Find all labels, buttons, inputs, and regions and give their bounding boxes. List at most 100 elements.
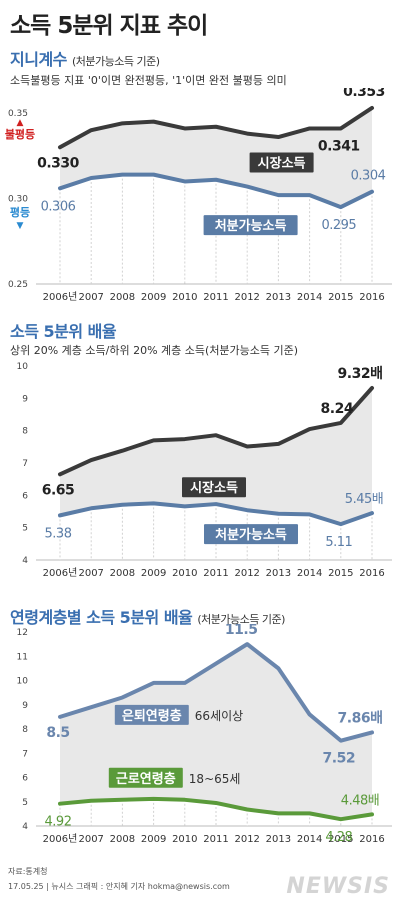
legend-note: 18~65세: [189, 772, 241, 786]
y-tick-label: 6: [22, 774, 28, 784]
y-tick-label: 0.25: [8, 280, 28, 290]
legend-label: 처분가능소득: [215, 218, 287, 234]
series-1-point: [121, 174, 123, 176]
y-tick-label: 4: [22, 556, 28, 566]
x-tick-label: 2016: [359, 834, 384, 845]
series-0-point: [246, 133, 248, 135]
data-label: 7.86배: [338, 710, 383, 726]
data-label: 5.45배: [345, 492, 383, 507]
series-1-point: [59, 803, 61, 805]
data-label: 9.32배: [338, 366, 383, 382]
x-tick-label: 2007: [78, 292, 103, 303]
series-0-point: [184, 127, 186, 129]
series-0-point: [184, 682, 186, 684]
series-1-point: [246, 509, 248, 511]
series-0-point: [371, 107, 373, 109]
x-tick-label: 2011: [203, 834, 228, 845]
x-tick-label: 2007: [78, 834, 103, 845]
x-tick-label: 2008: [110, 292, 135, 303]
y-tick-label: 9: [22, 701, 28, 711]
high-arrow-icon: ▲: [17, 118, 24, 128]
series-1-point: [215, 179, 217, 181]
data-label: 4.28: [325, 830, 352, 845]
low-label: 평등: [10, 205, 30, 219]
series-0-point: [340, 740, 342, 742]
series-1-point: [59, 514, 61, 516]
x-tick-label: 2006년: [43, 833, 78, 845]
ratio-section-title: 소득 5분위 배율: [10, 318, 117, 342]
series-0-point: [309, 713, 311, 715]
y-tick-label: 8: [22, 427, 28, 437]
x-tick-label: 2010: [172, 568, 197, 579]
x-tick-label: 2013: [266, 834, 291, 845]
series-0-point: [153, 439, 155, 441]
data-label: 0.295: [321, 218, 356, 233]
series-1-point: [153, 174, 155, 176]
series-0-point: [121, 696, 123, 698]
data-label: 8.24: [321, 401, 354, 417]
series-1-point: [277, 812, 279, 814]
y-tick-label: 0.35: [8, 109, 28, 119]
series-0-point: [277, 136, 279, 138]
series-0-point: [90, 706, 92, 708]
x-tick-label: 2016: [359, 292, 384, 303]
series-1-point: [90, 800, 92, 802]
data-label: 4.48배: [341, 793, 379, 808]
data-label: 0.306: [41, 199, 76, 214]
x-tick-label: 2006년: [43, 291, 78, 303]
data-label: 0.330: [37, 155, 80, 171]
series-1-point: [277, 513, 279, 515]
series-1-point: [90, 507, 92, 509]
newsis-logo: NEWSIS: [286, 874, 390, 899]
age-chart: 12 11 10 9 8 7 6 5 4 2006년 2007 2008 2009 2010 2011 201…: [17, 624, 392, 845]
series-gap-fill: [60, 644, 372, 820]
series-0-point: [246, 643, 248, 645]
data-label: 8.5: [46, 725, 69, 741]
series-1-point: [340, 206, 342, 208]
ratio-title: 소득 5분위 배율: [10, 322, 117, 341]
y-tick-label: 10: [17, 362, 29, 372]
series-1-point: [246, 809, 248, 811]
series-1-point: [121, 799, 123, 801]
gini-title-note: (처분가능소득 기준): [71, 55, 160, 68]
series-1-point: [277, 194, 279, 196]
series-0-point: [277, 443, 279, 445]
series-1-point: [153, 798, 155, 800]
page-title: 소득 5분위 지표 추이: [10, 13, 208, 39]
series-1-point: [371, 191, 373, 193]
y-tick-label: 5: [22, 524, 28, 534]
series-gap-fill: [60, 387, 372, 525]
x-tick-label: 2008: [110, 834, 135, 845]
low-arrow-icon: ▼: [17, 221, 24, 231]
series-0-point: [215, 663, 217, 665]
y-tick-label: 5: [22, 798, 28, 808]
series-0-point: [59, 716, 61, 718]
y-tick-label: 7: [22, 749, 28, 759]
x-tick-label: 2009: [141, 834, 166, 845]
x-tick-label: 2014: [297, 568, 322, 579]
gini-section-title: 지니계수 (처분가능소득 기준): [10, 46, 160, 70]
credit-note: 17.05.25 | 뉴시스 그래픽 : 안지혜 기자 hokma@newsis…: [8, 882, 230, 891]
series-0-point: [309, 428, 311, 430]
series-1-point: [215, 503, 217, 505]
series-0-point: [90, 129, 92, 131]
series-0-point: [246, 446, 248, 448]
series-1-point: [309, 194, 311, 196]
x-tick-label: 2013: [266, 292, 291, 303]
x-tick-label: 2008: [110, 568, 135, 579]
series-0-point: [59, 146, 61, 148]
series-1-point: [184, 799, 186, 801]
data-label: 0.341: [318, 138, 360, 154]
y-tick-label: 8: [22, 725, 28, 735]
series-0-point: [121, 122, 123, 124]
y-tick-label: 12: [17, 628, 28, 638]
series-0-point: [309, 127, 311, 129]
series-1-point: [371, 813, 373, 815]
series-1-point: [121, 504, 123, 506]
data-label: 11.5: [225, 624, 258, 638]
legend-label: 시장소득: [190, 480, 238, 496]
legend-note: 66세이상: [195, 709, 243, 723]
y-tick-label: 6: [22, 491, 28, 501]
y-tick-label: 9: [22, 394, 28, 404]
data-label: 6.65: [42, 482, 75, 498]
